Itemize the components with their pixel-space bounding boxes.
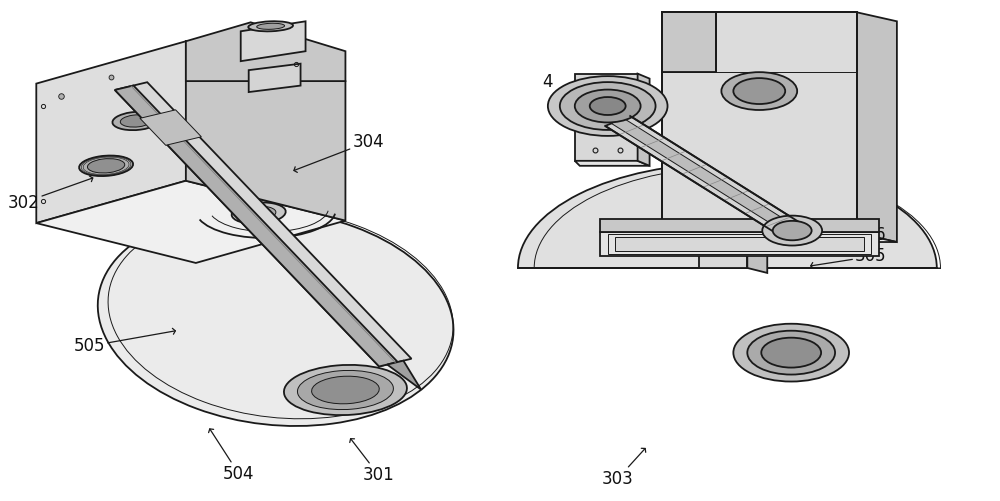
- Text: 302: 302: [7, 176, 93, 211]
- Text: 303: 303: [602, 448, 646, 487]
- Polygon shape: [186, 41, 345, 220]
- Circle shape: [721, 72, 797, 110]
- Polygon shape: [600, 231, 879, 257]
- Polygon shape: [699, 230, 747, 268]
- Polygon shape: [140, 110, 201, 145]
- Ellipse shape: [312, 376, 379, 404]
- Ellipse shape: [297, 370, 393, 410]
- Polygon shape: [615, 236, 864, 252]
- Polygon shape: [36, 181, 345, 263]
- Circle shape: [590, 97, 626, 115]
- Polygon shape: [575, 74, 638, 161]
- Wedge shape: [518, 163, 937, 268]
- Circle shape: [548, 76, 668, 136]
- Ellipse shape: [98, 209, 453, 426]
- Polygon shape: [747, 230, 767, 273]
- Ellipse shape: [87, 159, 125, 173]
- Ellipse shape: [257, 23, 285, 30]
- Text: 305: 305: [811, 247, 887, 269]
- Polygon shape: [241, 22, 306, 61]
- Ellipse shape: [120, 115, 152, 127]
- Polygon shape: [387, 361, 421, 390]
- Ellipse shape: [112, 112, 160, 130]
- Text: 505: 505: [73, 328, 175, 355]
- Ellipse shape: [284, 365, 407, 415]
- Polygon shape: [36, 41, 186, 223]
- Ellipse shape: [232, 202, 286, 224]
- Ellipse shape: [248, 21, 293, 32]
- Circle shape: [761, 338, 821, 368]
- Polygon shape: [600, 219, 879, 231]
- Circle shape: [747, 331, 835, 375]
- Polygon shape: [611, 118, 798, 233]
- Polygon shape: [249, 64, 301, 92]
- Circle shape: [733, 324, 849, 382]
- Text: 301: 301: [350, 439, 394, 483]
- Polygon shape: [662, 233, 897, 242]
- Polygon shape: [186, 23, 345, 81]
- Text: 304: 304: [294, 133, 384, 172]
- Polygon shape: [605, 116, 805, 235]
- Text: 306: 306: [795, 225, 887, 248]
- Polygon shape: [638, 74, 650, 166]
- Circle shape: [762, 215, 822, 245]
- Ellipse shape: [79, 155, 133, 176]
- Polygon shape: [662, 13, 716, 72]
- Circle shape: [575, 90, 641, 122]
- Polygon shape: [115, 86, 398, 366]
- Circle shape: [733, 78, 785, 104]
- Polygon shape: [857, 13, 897, 242]
- Ellipse shape: [241, 206, 276, 220]
- Polygon shape: [662, 13, 857, 233]
- Circle shape: [773, 221, 812, 240]
- Text: 4: 4: [543, 73, 580, 119]
- Polygon shape: [575, 161, 650, 166]
- Polygon shape: [115, 82, 411, 366]
- Text: 504: 504: [209, 429, 254, 482]
- Circle shape: [560, 82, 656, 130]
